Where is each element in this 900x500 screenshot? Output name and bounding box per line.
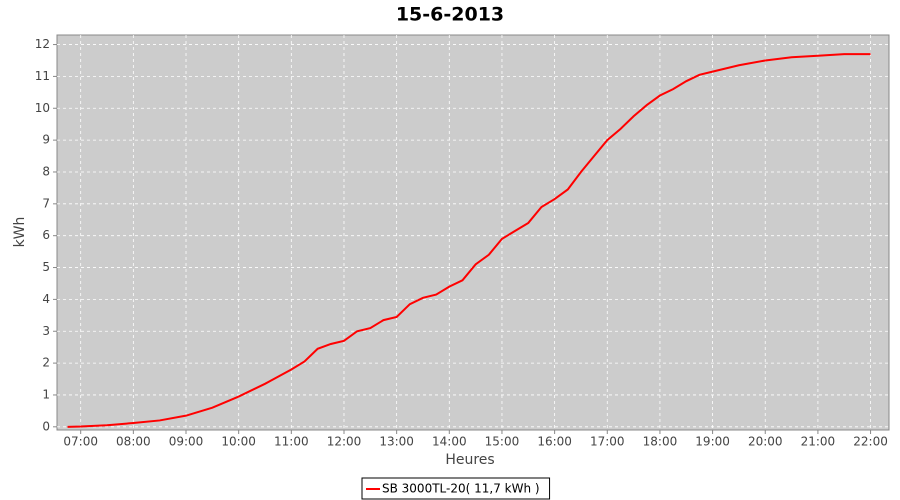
x-tick-label: 22:00 (853, 435, 888, 449)
y-tick-label: 6 (42, 228, 50, 242)
y-tick-label: 1 (42, 387, 50, 401)
y-tick-label: 10 (35, 101, 50, 115)
legend-box (361, 477, 551, 500)
plot-area (56, 34, 890, 431)
y-tick-label: 11 (35, 69, 50, 83)
y-tick-label: 12 (35, 37, 50, 51)
y-tick-label: 2 (42, 356, 50, 370)
y-tick-label: 9 (42, 133, 50, 147)
legend-label: SB 3000TL-20( 11,7 kWh ) (382, 482, 540, 496)
x-tick-label: 08:00 (116, 435, 151, 449)
chart-title: 15-6-2013 (396, 4, 504, 26)
data-line (67, 53, 871, 428)
y-axis-label: kWh (12, 217, 28, 248)
y-tick-label: 3 (42, 324, 50, 338)
x-tick-label: 07:00 (63, 435, 98, 449)
x-tick-label: 18:00 (643, 435, 678, 449)
x-tick-label: 21:00 (801, 435, 836, 449)
x-tick-label: 11:00 (274, 435, 309, 449)
y-tick-label: 4 (42, 292, 50, 306)
x-tick-label: 15:00 (485, 435, 520, 449)
x-tick-label: 16:00 (537, 435, 572, 449)
x-tick-label: 19:00 (695, 435, 730, 449)
x-tick-label: 13:00 (379, 435, 414, 449)
y-tick-label: 7 (42, 196, 50, 210)
x-tick-label: 14:00 (432, 435, 467, 449)
x-tick-label: 20:00 (748, 435, 783, 449)
y-tick-label: 8 (42, 164, 50, 178)
x-tick-label: 10:00 (221, 435, 256, 449)
y-tick-label: 0 (42, 419, 50, 433)
x-tick-label: 17:00 (590, 435, 625, 449)
x-axis-label: Heures (445, 452, 494, 468)
x-tick-label: 12:00 (327, 435, 362, 449)
y-tick-label: 5 (42, 260, 50, 274)
x-tick-label: 09:00 (169, 435, 204, 449)
